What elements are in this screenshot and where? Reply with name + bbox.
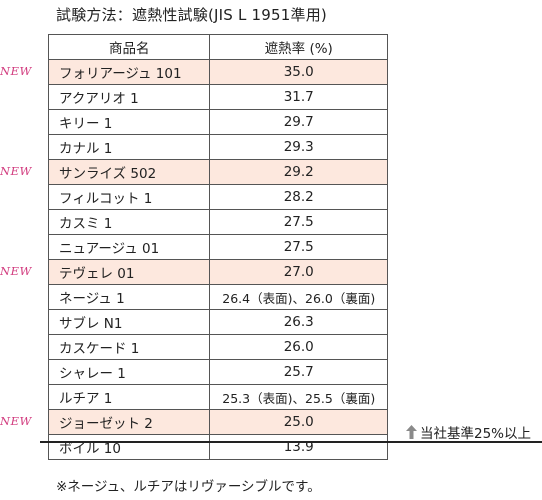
product-name-cell: フォリアージュ 101 bbox=[47, 59, 211, 85]
table-row: シャレー 1 25.7 bbox=[47, 359, 388, 385]
shielding-rate-cell: 25.0 bbox=[209, 409, 388, 435]
new-badge: NEW bbox=[0, 164, 32, 178]
table-row: アクアリオ 1 31.7 bbox=[47, 84, 388, 110]
table-row: テヴェレ 01 27.0 bbox=[47, 259, 388, 285]
shielding-rate-cell: 26.3 bbox=[209, 309, 388, 335]
shielding-rate-cell: 29.7 bbox=[209, 109, 388, 135]
table-row: フィルコット 1 28.2 bbox=[47, 184, 388, 210]
shielding-rate-cell: 27.5 bbox=[209, 209, 388, 235]
table-row: ニュアージュ 01 27.5 bbox=[47, 234, 388, 260]
standard-label-text: 当社基準25%以上 bbox=[420, 426, 532, 442]
table-row: ネージュ 1 26.4（表面)、26.0（裏面) bbox=[47, 284, 388, 310]
table-row: ジョーゼット 2 25.0 bbox=[47, 409, 388, 435]
standard-label: 当社基準25%以上 bbox=[406, 422, 531, 442]
product-name-cell: フィルコット 1 bbox=[47, 184, 211, 210]
shielding-rate-cell: 27.0 bbox=[209, 259, 388, 285]
table-row: キリー 1 29.7 bbox=[47, 109, 388, 135]
table-row: カスミ 1 27.5 bbox=[47, 209, 388, 235]
shielding-rate-cell: 29.3 bbox=[209, 134, 388, 160]
product-name-cell: シャレー 1 bbox=[47, 359, 211, 385]
product-name-cell: カスケード 1 bbox=[47, 334, 211, 360]
shielding-rate-cell: 28.2 bbox=[209, 184, 388, 210]
up-arrow-icon bbox=[406, 425, 417, 439]
table-row: ルチア 1 25.3（表面)、25.5（裏面) bbox=[47, 384, 388, 410]
product-name-cell: ルチア 1 bbox=[47, 384, 211, 410]
table-row: ボイル 10 13.9 bbox=[47, 434, 388, 460]
shielding-rate-cell: 29.2 bbox=[209, 159, 388, 185]
shielding-rate-cell: 27.5 bbox=[209, 234, 388, 260]
shielding-rate-cell: 25.3（表面)、25.5（裏面) bbox=[209, 384, 388, 410]
table-row: フォリアージュ 101 35.0 bbox=[47, 59, 388, 85]
product-name-cell: サンライズ 502 bbox=[47, 159, 211, 185]
test-method-heading: 試験方法：遮熱性試験(JIS L 1951準用) bbox=[56, 6, 327, 24]
table-row: カナル 1 29.3 bbox=[47, 134, 388, 160]
product-name-cell: サブレ N1 bbox=[47, 309, 211, 335]
table-body: フォリアージュ 101 35.0 アクアリオ 1 31.7 キリー 1 29.7 カナル 1… bbox=[47, 59, 388, 460]
column-header-product-name: 商品名 bbox=[47, 34, 211, 60]
product-name-cell: テヴェレ 01 bbox=[47, 259, 211, 285]
column-header-shielding-rate: 遮熱率 (%) bbox=[209, 34, 388, 60]
reversible-footnote: ※ネージュ、ルチアはリヴァーシブルです。 bbox=[56, 479, 321, 495]
heat-shielding-table: 商品名 遮熱率 (%) フォリアージュ 101 35.0 アクアリオ 1 31.7 キリ… bbox=[47, 34, 388, 460]
shielding-rate-cell: 26.0 bbox=[209, 334, 388, 360]
product-name-cell: カスミ 1 bbox=[47, 209, 211, 235]
product-name-cell: ニュアージュ 01 bbox=[47, 234, 211, 260]
table-header-row: 商品名 遮熱率 (%) bbox=[47, 34, 388, 60]
table-row: カスケード 1 26.0 bbox=[47, 334, 388, 360]
new-badge: NEW bbox=[0, 414, 32, 428]
shielding-rate-cell: 13.9 bbox=[209, 434, 388, 460]
shielding-rate-cell: 31.7 bbox=[209, 84, 388, 110]
shielding-rate-cell: 35.0 bbox=[209, 59, 388, 85]
table-row: サンライズ 502 29.2 bbox=[47, 159, 388, 185]
product-name-cell: ネージュ 1 bbox=[47, 284, 211, 310]
product-name-cell: アクアリオ 1 bbox=[47, 84, 211, 110]
new-badge: NEW bbox=[0, 64, 32, 78]
product-name-cell: キリー 1 bbox=[47, 109, 211, 135]
product-name-cell: ジョーゼット 2 bbox=[47, 409, 211, 435]
table-row: サブレ N1 26.3 bbox=[47, 309, 388, 335]
product-name-cell: カナル 1 bbox=[47, 134, 211, 160]
new-badge: NEW bbox=[0, 264, 32, 278]
shielding-rate-cell: 26.4（表面)、26.0（裏面) bbox=[209, 284, 388, 310]
product-name-cell: ボイル 10 bbox=[47, 434, 211, 460]
standard-threshold-line bbox=[40, 441, 542, 443]
shielding-rate-cell: 25.7 bbox=[209, 359, 388, 385]
